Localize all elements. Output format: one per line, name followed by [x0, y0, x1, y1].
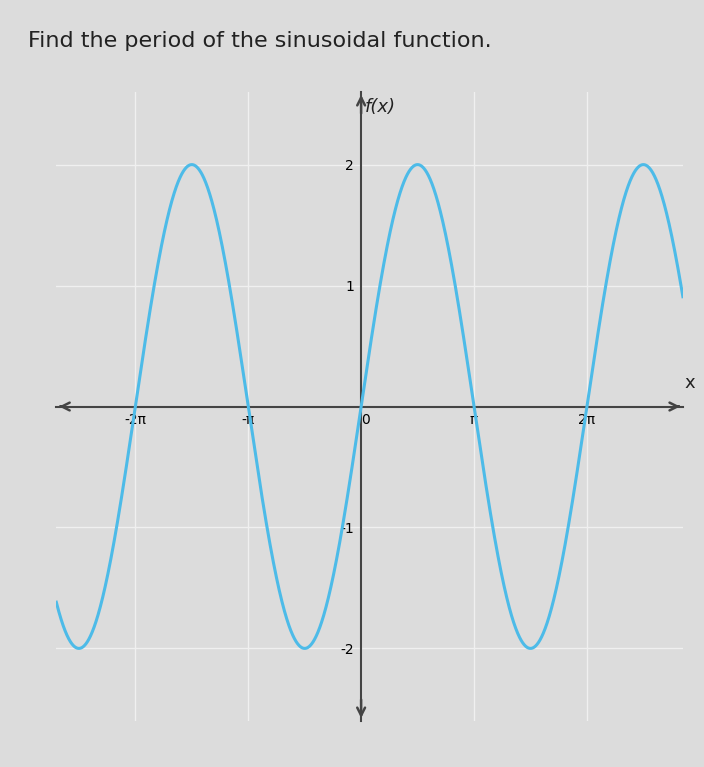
Text: x: x [685, 374, 696, 392]
Text: Find the period of the sinusoidal function.: Find the period of the sinusoidal functi… [28, 31, 492, 51]
Text: f(x): f(x) [365, 98, 396, 116]
